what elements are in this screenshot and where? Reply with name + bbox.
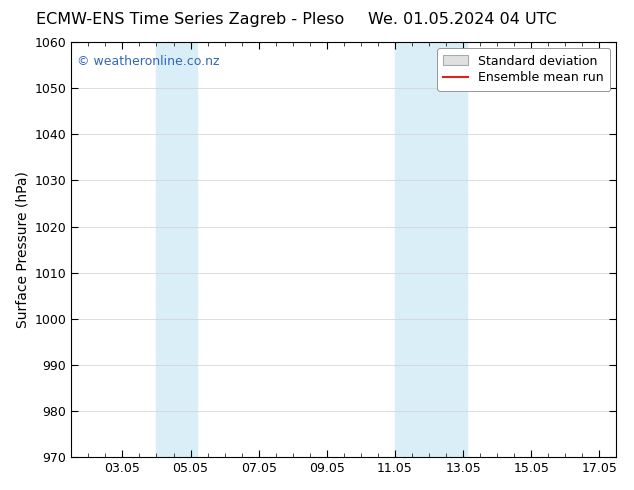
Y-axis label: Surface Pressure (hPa): Surface Pressure (hPa) [15,171,29,328]
Text: ECMW-ENS Time Series Zagreb - Pleso: ECMW-ENS Time Series Zagreb - Pleso [36,12,344,27]
Text: We. 01.05.2024 04 UTC: We. 01.05.2024 04 UTC [368,12,557,27]
Bar [395,42,467,457]
Text: © weatheronline.co.nz: © weatheronline.co.nz [77,54,219,68]
Legend: Standard deviation, Ensemble mean run: Standard deviation, Ensemble mean run [437,49,610,91]
Bar [157,42,197,457]
